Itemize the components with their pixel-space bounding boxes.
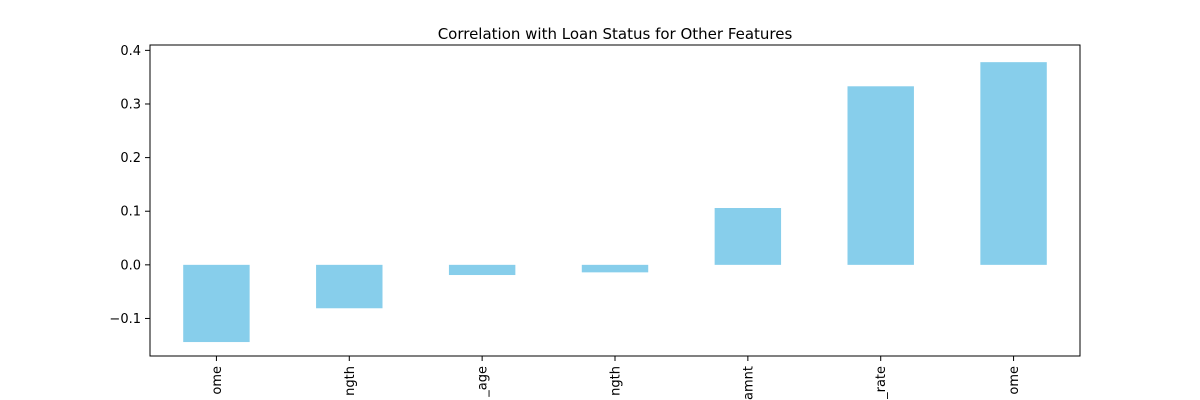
bars-layer — [183, 62, 1047, 343]
bar-3 — [581, 264, 649, 273]
y-tick-label-2: 0.1 — [120, 205, 141, 220]
x-tick-label-1: ngth — [343, 366, 358, 396]
x-tick-label-2: _age — [476, 366, 491, 398]
bar-1 — [316, 264, 383, 309]
bar-2 — [448, 264, 516, 276]
x-tick-label-0: ome — [210, 366, 225, 395]
axes-layer — [149, 44, 1081, 357]
x-tick-label-3: ngth — [609, 366, 624, 396]
y-tick-label-5: 0.4 — [120, 44, 141, 59]
ticks-layer: −0.1 0.0 0.1 0.2 0.3 0.4 ome ngth _age ngth amnt _r… — [109, 44, 1022, 400]
axes-frame — [149, 44, 1081, 357]
y-tick-label-4: 0.3 — [120, 97, 141, 112]
x-tick-label-5: _rate — [874, 366, 889, 400]
y-tick-label-1: 0.0 — [120, 258, 141, 273]
x-tick-label-6: ome — [1007, 366, 1022, 395]
bar-4 — [714, 208, 782, 265]
bar-6 — [980, 62, 1047, 265]
y-tick-label-0: −0.1 — [109, 312, 141, 327]
y-tick-label-3: 0.2 — [120, 151, 141, 166]
bar-0 — [183, 264, 250, 343]
bar-5 — [847, 86, 914, 265]
x-tick-label-4: amnt — [741, 366, 756, 400]
chart-title: Correlation with Loan Status for Other F… — [438, 25, 793, 43]
